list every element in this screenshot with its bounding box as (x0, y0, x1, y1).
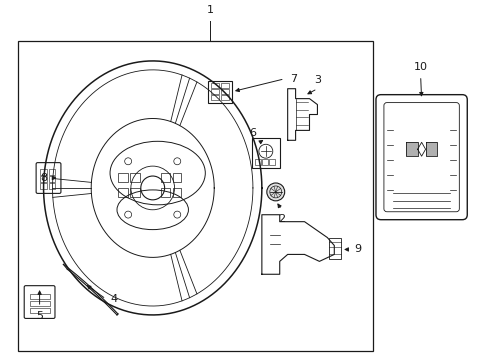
Bar (118, 188, 128, 197)
Bar (221, 89, 229, 94)
Text: 5: 5 (36, 311, 43, 321)
Bar (262, 159, 267, 165)
Bar (130, 188, 140, 197)
Bar (211, 95, 219, 100)
Circle shape (266, 183, 284, 201)
Bar (40, 176, 46, 182)
Bar (172, 188, 181, 197)
Text: 8: 8 (41, 173, 47, 183)
Bar (211, 89, 219, 94)
Bar (268, 159, 274, 165)
Bar (18, 41, 372, 351)
FancyBboxPatch shape (24, 286, 55, 319)
Bar (172, 173, 181, 182)
Bar (30, 294, 49, 299)
Bar (161, 173, 169, 182)
Bar (30, 301, 49, 306)
Text: 1: 1 (206, 5, 213, 15)
Bar (221, 95, 229, 100)
Polygon shape (425, 142, 437, 156)
Bar (30, 308, 49, 313)
Polygon shape (417, 142, 425, 156)
Bar (161, 188, 169, 197)
Text: 4: 4 (110, 294, 117, 304)
Bar (40, 183, 46, 189)
Text: 9: 9 (353, 244, 361, 255)
Text: 10: 10 (413, 62, 427, 72)
Text: 7: 7 (289, 74, 296, 84)
Bar (328, 238, 341, 260)
Bar (208, 81, 232, 103)
Bar (221, 83, 229, 88)
Bar (48, 183, 55, 189)
FancyBboxPatch shape (36, 163, 61, 193)
Bar (118, 173, 128, 182)
Bar (48, 169, 55, 175)
Text: 6: 6 (248, 128, 255, 138)
Bar (48, 176, 55, 182)
Bar (211, 83, 219, 88)
Polygon shape (405, 142, 417, 156)
Text: 2: 2 (278, 214, 285, 224)
Text: 3: 3 (313, 75, 320, 85)
FancyBboxPatch shape (375, 95, 467, 220)
Bar (254, 159, 260, 165)
Bar (251, 138, 279, 168)
Bar (40, 169, 46, 175)
Bar (130, 173, 140, 182)
